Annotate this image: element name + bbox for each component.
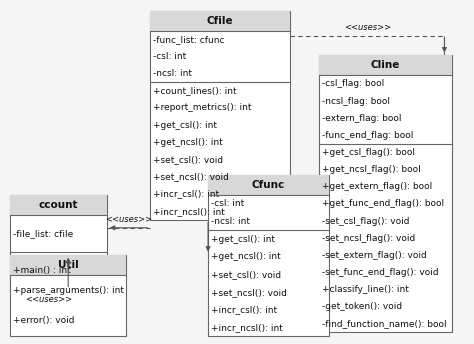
Text: Cfunc: Cfunc <box>252 180 285 190</box>
Text: Util: Util <box>58 260 79 270</box>
Text: -set_ncsl_flag(): void: -set_ncsl_flag(): void <box>322 234 415 243</box>
Text: +main() : int: +main() : int <box>13 266 71 275</box>
Bar <box>10 255 126 275</box>
Text: +set_ncsl(): void: +set_ncsl(): void <box>211 288 287 297</box>
Text: +get_csl(): int: +get_csl(): int <box>153 121 217 130</box>
Bar <box>10 195 107 290</box>
Text: +incr_csl(): int: +incr_csl(): int <box>153 190 219 198</box>
Text: +incr_ncsl(): int: +incr_ncsl(): int <box>153 207 225 216</box>
Text: -find_function_name(): bool: -find_function_name(): bool <box>322 319 447 328</box>
Text: <<uses>>: <<uses>> <box>26 295 73 304</box>
Text: -get_token(): void: -get_token(): void <box>322 302 402 311</box>
Text: -set_csl_flag(): void: -set_csl_flag(): void <box>322 216 410 226</box>
Text: -set_extern_flag(): void: -set_extern_flag(): void <box>322 251 427 260</box>
Text: -func_end_flag: bool: -func_end_flag: bool <box>322 131 413 140</box>
Bar <box>10 255 126 336</box>
Text: Cfile: Cfile <box>207 15 234 25</box>
Text: +incr_ncsl(): int: +incr_ncsl(): int <box>211 323 283 332</box>
Text: +classify_line(): int: +classify_line(): int <box>322 285 409 294</box>
Text: -csl_flag: bool: -csl_flag: bool <box>322 79 384 88</box>
Text: +get_func_end_flag(): bool: +get_func_end_flag(): bool <box>322 200 444 208</box>
Text: -csl: int: -csl: int <box>153 52 186 61</box>
Bar <box>150 11 290 220</box>
Bar <box>150 11 290 31</box>
Text: +incr_csl(): int: +incr_csl(): int <box>211 305 277 314</box>
Text: -func_list: cfunc: -func_list: cfunc <box>153 35 225 44</box>
Text: +get_csl_flag(): bool: +get_csl_flag(): bool <box>322 148 415 157</box>
Bar <box>208 175 328 195</box>
Text: Cline: Cline <box>371 61 400 71</box>
Text: ccount: ccount <box>39 200 78 210</box>
Text: +get_ncsl_flag(): bool: +get_ncsl_flag(): bool <box>322 165 421 174</box>
Text: +set_csl(): void: +set_csl(): void <box>153 155 223 164</box>
Bar <box>319 55 452 332</box>
Text: +get_ncsl(): int: +get_ncsl(): int <box>153 138 223 147</box>
Text: -ncsl_flag: bool: -ncsl_flag: bool <box>322 97 390 106</box>
Text: <<uses>>: <<uses>> <box>105 215 153 224</box>
Text: +get_csl(): int: +get_csl(): int <box>211 235 275 244</box>
Text: +parse_arguments(): int: +parse_arguments(): int <box>13 286 124 294</box>
Bar <box>10 195 107 215</box>
Text: <<uses>>: <<uses>> <box>344 23 391 32</box>
Text: -extern_flag: bool: -extern_flag: bool <box>322 114 401 123</box>
Text: -file_list: cfile: -file_list: cfile <box>13 229 73 238</box>
Text: +report_metrics(): int: +report_metrics(): int <box>153 104 252 112</box>
Text: +set_csl(): void: +set_csl(): void <box>211 270 281 279</box>
Text: -set_func_end_flag(): void: -set_func_end_flag(): void <box>322 268 438 277</box>
Text: -ncsl: int: -ncsl: int <box>153 69 192 78</box>
Text: -csl: int: -csl: int <box>211 199 244 208</box>
Text: -ncsl: int: -ncsl: int <box>211 217 250 226</box>
Bar <box>319 55 452 75</box>
Text: +get_ncsl(): int: +get_ncsl(): int <box>211 252 281 261</box>
Text: +set_ncsl(): void: +set_ncsl(): void <box>153 172 229 181</box>
Text: +error(): void: +error(): void <box>13 316 75 325</box>
Text: +get_extern_flag(): bool: +get_extern_flag(): bool <box>322 182 432 191</box>
Text: +count_lines(): int: +count_lines(): int <box>153 86 237 95</box>
Bar <box>208 175 328 336</box>
